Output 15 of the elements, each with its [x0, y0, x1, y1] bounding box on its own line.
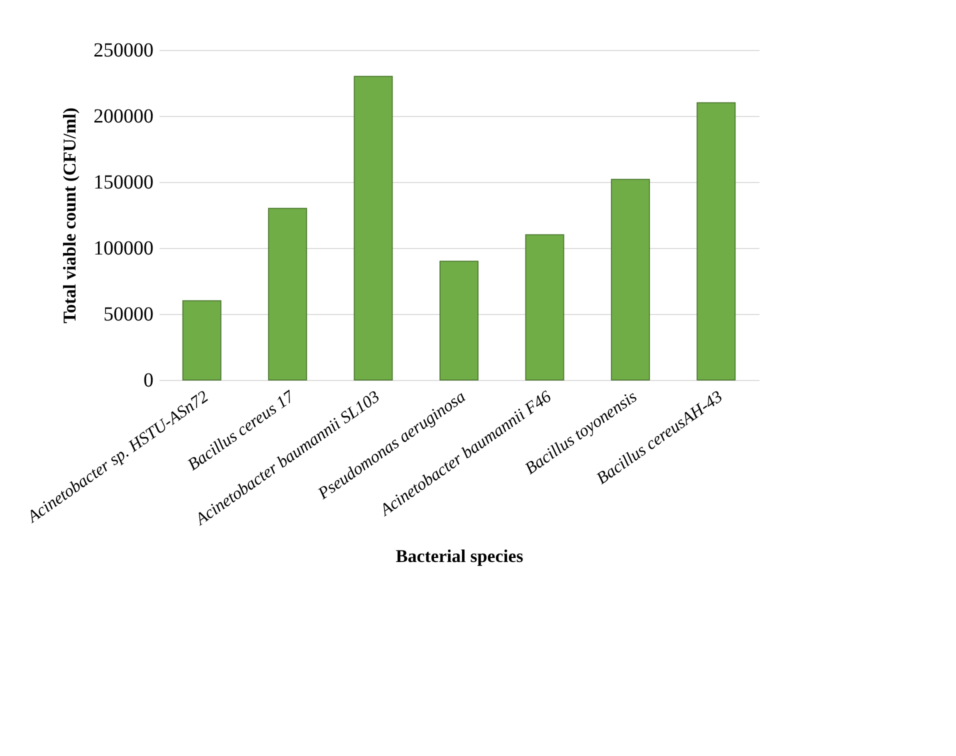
y-tick-label: 100000 — [94, 238, 154, 260]
bar — [525, 234, 564, 380]
bar — [696, 102, 736, 380]
x-axis-title: Bacterial species — [396, 546, 524, 566]
bar — [440, 260, 478, 380]
bar — [268, 208, 308, 380]
y-tick-label: 0 — [144, 370, 154, 392]
bar — [182, 300, 222, 380]
y-tick-label: 150000 — [94, 172, 154, 194]
y-tick-label: 50000 — [104, 304, 154, 326]
y-axis-title: Total viable count (CFU/ml) — [60, 108, 80, 324]
bar — [354, 76, 393, 380]
y-tick-label: 200000 — [94, 106, 154, 128]
bar — [610, 178, 650, 380]
y-tick-label: 250000 — [94, 40, 154, 62]
